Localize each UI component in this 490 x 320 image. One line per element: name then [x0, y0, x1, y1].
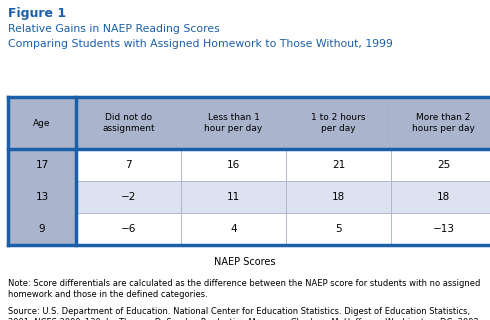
- Text: −2: −2: [121, 192, 136, 202]
- Bar: [391, 149, 490, 181]
- Text: 13: 13: [35, 192, 49, 202]
- Text: Figure 1: Figure 1: [8, 7, 66, 20]
- Text: Note: Score differentials are calculated as the difference between the NAEP scor: Note: Score differentials are calculated…: [8, 279, 480, 288]
- Text: 25: 25: [437, 160, 450, 170]
- Text: 18: 18: [332, 192, 345, 202]
- Bar: [286, 97, 391, 149]
- Text: 11: 11: [227, 192, 240, 202]
- Text: homework and those in the defined categories.: homework and those in the defined catego…: [8, 290, 208, 299]
- Bar: [181, 181, 286, 213]
- Text: 17: 17: [35, 160, 49, 170]
- Text: 2001, NCES 2000–130, by Thomas D. Snyder. Production Manager, Charlene M. Hoffma: 2001, NCES 2000–130, by Thomas D. Snyder…: [8, 318, 481, 320]
- Text: 7: 7: [125, 160, 132, 170]
- Text: NAEP Scores: NAEP Scores: [214, 257, 276, 267]
- Text: 9: 9: [39, 224, 45, 234]
- Text: 4: 4: [230, 224, 237, 234]
- Text: Relative Gains in NAEP Reading Scores: Relative Gains in NAEP Reading Scores: [8, 24, 220, 34]
- Bar: [181, 97, 286, 149]
- Bar: [181, 149, 286, 181]
- Bar: [391, 213, 490, 245]
- Bar: [76, 149, 181, 181]
- Text: Comparing Students with Assigned Homework to Those Without, 1999: Comparing Students with Assigned Homewor…: [8, 39, 393, 49]
- Text: 21: 21: [332, 160, 345, 170]
- Bar: [8, 213, 76, 245]
- Text: −13: −13: [433, 224, 455, 234]
- Text: 1 to 2 hours
per day: 1 to 2 hours per day: [311, 113, 366, 133]
- Bar: [391, 181, 490, 213]
- Bar: [286, 181, 391, 213]
- Bar: [8, 149, 76, 181]
- Bar: [286, 149, 391, 181]
- Bar: [181, 213, 286, 245]
- Text: Age: Age: [33, 118, 51, 127]
- Bar: [76, 213, 181, 245]
- Text: Less than 1
hour per day: Less than 1 hour per day: [204, 113, 263, 133]
- Text: Did not do
assignment: Did not do assignment: [102, 113, 155, 133]
- Text: 5: 5: [335, 224, 342, 234]
- Text: More than 2
hours per day: More than 2 hours per day: [412, 113, 475, 133]
- Text: 16: 16: [227, 160, 240, 170]
- Text: −6: −6: [121, 224, 136, 234]
- Bar: [76, 181, 181, 213]
- Bar: [8, 181, 76, 213]
- Bar: [76, 97, 181, 149]
- Text: 18: 18: [437, 192, 450, 202]
- Bar: [391, 97, 490, 149]
- Bar: [286, 213, 391, 245]
- Bar: [8, 97, 76, 149]
- Text: Source: U.S. Department of Education. National Center for Education Statistics. : Source: U.S. Department of Education. Na…: [8, 307, 470, 316]
